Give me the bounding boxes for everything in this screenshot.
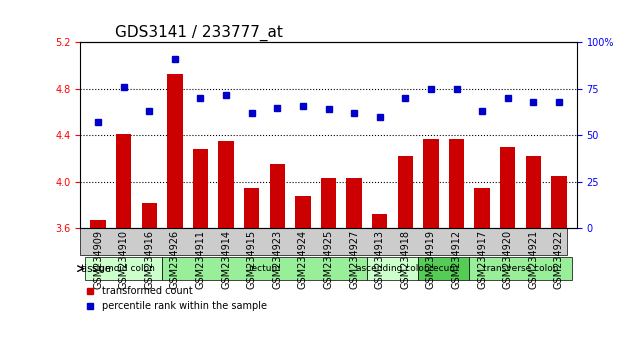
Text: GSM234914: GSM234914 (221, 230, 231, 289)
Text: GSM234916: GSM234916 (144, 230, 154, 289)
Text: GSM234917: GSM234917 (477, 230, 487, 289)
Bar (551, 176, 567, 228)
Text: ascending colon: ascending colon (356, 264, 429, 273)
Bar (219, 141, 234, 228)
Bar (167, 74, 183, 228)
Text: GSM234909: GSM234909 (93, 230, 103, 289)
Bar (423, 139, 438, 228)
Text: GSM234918: GSM234918 (401, 230, 410, 289)
Text: GSM234911: GSM234911 (196, 230, 206, 289)
Text: GSM234915: GSM234915 (247, 230, 256, 289)
Bar (116, 134, 131, 228)
Text: GSM234923: GSM234923 (272, 230, 282, 289)
Text: GSM234919: GSM234919 (426, 230, 436, 289)
Bar (85, 257, 162, 280)
Bar (90, 220, 106, 228)
Bar (193, 149, 208, 228)
Bar (321, 178, 336, 228)
Text: GSM234924: GSM234924 (298, 230, 308, 289)
Text: GSM234921: GSM234921 (528, 230, 538, 289)
Bar (80, 228, 567, 255)
Bar (449, 139, 464, 228)
Text: GSM234926: GSM234926 (170, 230, 180, 289)
Text: cecum: cecum (429, 264, 459, 273)
Text: sigmoid colon: sigmoid colon (92, 264, 155, 273)
Text: percentile rank within the sample: percentile rank within the sample (103, 301, 267, 310)
Bar (142, 203, 157, 228)
Text: GSM234922: GSM234922 (554, 230, 564, 289)
Bar (372, 215, 387, 228)
Text: transformed count: transformed count (103, 286, 193, 296)
Text: GSM234927: GSM234927 (349, 230, 359, 289)
Text: GSM234912: GSM234912 (451, 230, 462, 289)
Text: tissue: tissue (81, 264, 112, 274)
Text: GSM234913: GSM234913 (375, 230, 385, 289)
Bar (162, 257, 367, 280)
Bar (418, 257, 469, 280)
Bar (367, 257, 418, 280)
Text: GSM234920: GSM234920 (503, 230, 513, 289)
Bar (500, 147, 515, 228)
Bar (526, 156, 541, 228)
Text: transverse colon: transverse colon (483, 264, 558, 273)
Bar (346, 178, 362, 228)
Bar (474, 188, 490, 228)
Text: rectum: rectum (248, 264, 281, 273)
Bar (469, 257, 572, 280)
Bar (296, 196, 311, 228)
Bar (270, 165, 285, 228)
Text: GDS3141 / 233777_at: GDS3141 / 233777_at (115, 25, 283, 41)
Text: GSM234910: GSM234910 (119, 230, 129, 289)
Text: GSM234925: GSM234925 (324, 230, 333, 289)
Bar (244, 188, 260, 228)
Bar (397, 156, 413, 228)
